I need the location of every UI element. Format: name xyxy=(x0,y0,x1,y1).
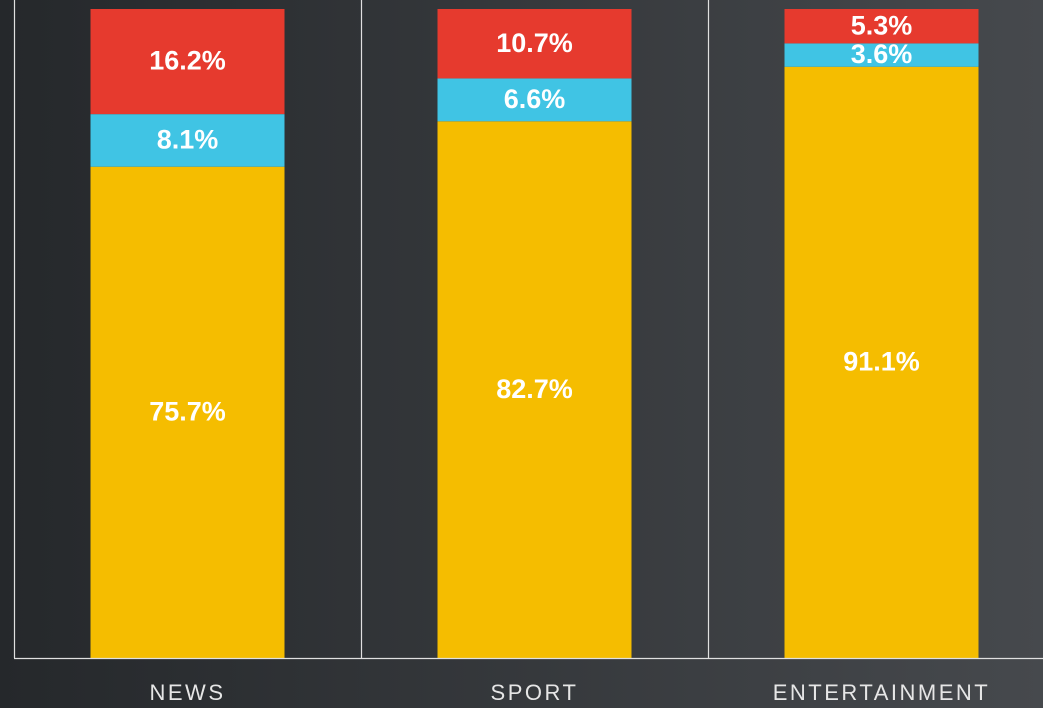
bar-segment xyxy=(437,78,632,122)
data-label: 16.2% xyxy=(149,46,226,76)
bar-segment xyxy=(784,66,979,659)
data-label: 5.3% xyxy=(851,10,913,40)
bar-segment xyxy=(90,166,285,658)
data-label: 82.7% xyxy=(496,374,573,404)
bar-segment xyxy=(437,121,632,659)
x-tick-label: SPORT xyxy=(491,680,579,705)
data-label: 6.6% xyxy=(504,84,566,114)
data-label: 10.7% xyxy=(496,28,573,58)
bar-segment xyxy=(437,9,632,79)
bar-segment xyxy=(90,114,285,167)
plot-area: 75.7% 8.1% 16.2% NEWS 82.7% 6.6% 10.7% SPORT 91.… xyxy=(13,0,1043,705)
bar-segment xyxy=(784,9,979,44)
bar-segment xyxy=(784,43,979,67)
data-label: 75.7% xyxy=(149,396,226,426)
x-tick-label: NEWS xyxy=(150,680,226,705)
data-label: 91.1% xyxy=(843,347,920,377)
data-label: 3.6% xyxy=(851,39,913,69)
data-label: 8.1% xyxy=(157,125,219,155)
bar-segment xyxy=(90,9,285,115)
x-tick-label: ENTERTAINMENT xyxy=(773,680,990,705)
